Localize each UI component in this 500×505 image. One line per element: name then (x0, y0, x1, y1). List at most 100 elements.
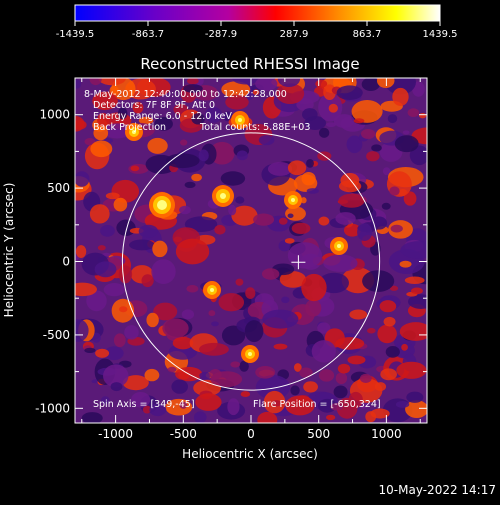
heatmap-blob (258, 135, 275, 146)
heatmap-blob (168, 343, 198, 360)
info-line-2: Detectors: 7F 8F 9F, Att 0 (93, 100, 215, 111)
heatmap-blob (284, 238, 295, 244)
heatmap-blob (175, 238, 210, 265)
heatmap-blob (228, 204, 237, 216)
heatmap-blob (221, 325, 246, 346)
heatmap-blob (231, 205, 258, 226)
flare-position-label: Flare Position = [-650,324] (253, 399, 381, 410)
heatmap-blob (191, 113, 205, 125)
heatmap-blob (411, 287, 423, 295)
heatmap-blob (131, 391, 151, 408)
heatmap-blob (154, 116, 173, 131)
heatmap-blob (84, 347, 96, 354)
heatmap-blob (94, 261, 117, 278)
heatmap-blob (122, 375, 149, 391)
heatmap-blob (407, 294, 427, 309)
x-tick-label: -500 (170, 427, 197, 441)
heatmap-blob (86, 290, 107, 312)
heatmap-blob (184, 181, 196, 189)
heatmap-blob (255, 366, 276, 379)
heatmap-blob (361, 78, 380, 92)
heatmap-blob (113, 197, 128, 212)
heatmap-blob (183, 84, 203, 93)
heatmap-blob (181, 309, 195, 320)
heatmap-blob (144, 368, 160, 382)
heatmap-blob (255, 375, 291, 400)
spin-axis-label: Spin Axis = [349,-45] (93, 399, 195, 410)
heatmap-blob (383, 316, 396, 327)
heatmap-blob (301, 273, 327, 302)
timestamp: 10-May-2022 14:17 (379, 483, 496, 497)
heatmap-blob (245, 287, 256, 300)
heatmap-blob (406, 391, 424, 403)
heatmap-blob (240, 391, 251, 398)
heatmap-blob (75, 319, 89, 342)
heatmap-blob (370, 216, 388, 230)
heatmap-blob (351, 100, 383, 123)
heatmap-blob (92, 332, 101, 343)
heatmap-blob (287, 160, 307, 176)
heatmap-blob (333, 385, 348, 399)
heatmap-blob (92, 91, 118, 111)
heatmap-blob (278, 217, 288, 225)
heatmap-blob (392, 87, 409, 107)
heatmap-blob (89, 78, 102, 86)
heatmap-blob (146, 312, 159, 328)
heatmap-blob (279, 271, 307, 288)
heatmap-blob (147, 137, 168, 154)
y-tick-label: 500 (47, 181, 70, 195)
heatmap-blob (186, 284, 199, 293)
solar-limb-circle (121, 132, 381, 391)
heatmap-blob (253, 213, 275, 226)
heatmap-blob (232, 78, 260, 85)
heatmap-blob (84, 138, 96, 146)
heatmap-blob (100, 396, 110, 405)
heatmap-blob (271, 400, 282, 407)
colorbar (74, 4, 441, 22)
heatmap-blob (328, 103, 338, 113)
heatmap-blob (267, 161, 293, 176)
heatmap-blob (335, 372, 348, 385)
heatmap-blob (257, 411, 278, 423)
colorbar-tick-label: 287.9 (280, 29, 309, 40)
heatmap-blob (366, 151, 380, 162)
heatmap-blob (370, 408, 390, 419)
heatmap-blob (325, 122, 337, 128)
hotspot-core (210, 288, 214, 292)
heatmap-blob (116, 219, 136, 237)
heatmap-blob (149, 403, 167, 417)
heatmap-blob (227, 398, 240, 416)
heatmap-blob (165, 153, 200, 169)
hotspot-core (248, 352, 252, 356)
colorbar-tick-label: 1439.5 (423, 29, 458, 40)
y-axis-label: Heliocentric Y (arcsec) (2, 183, 16, 318)
heatmap-blob (172, 336, 194, 350)
heatmap-blob (293, 363, 302, 372)
heatmap-blob (285, 395, 315, 416)
heatmap-blob (124, 325, 139, 340)
heatmap-blob (97, 112, 110, 127)
hotspot-core (132, 130, 136, 134)
heatmap-blob (75, 171, 90, 187)
heatmap-blob (111, 179, 140, 203)
heatmap-blob (400, 241, 427, 259)
axes-ticks: -1000 -500 0 500 1000 -1000 -500 0 500 1000 (35, 77, 427, 441)
colorbar-tick-label: 863.7 (353, 29, 382, 40)
info-line-5: Total counts: 5.88E+03 (199, 122, 310, 133)
y-tick-label: 0 (62, 255, 70, 269)
heatmap-blob (387, 114, 398, 124)
heatmap-blob (187, 78, 199, 85)
heatmap-blob (100, 225, 115, 237)
heatmap-blob (141, 274, 154, 288)
heatmap-blob (273, 343, 288, 350)
heatmap-blob (152, 240, 168, 258)
heatmap-blob (103, 123, 131, 139)
heatmap-blob (209, 141, 235, 165)
heatmap-blob (404, 276, 425, 284)
heatmap-blob (171, 379, 188, 394)
heatmap-blob (130, 165, 140, 172)
heatmap-blob (180, 139, 188, 146)
x-tick-label: 0 (247, 427, 255, 441)
heatmap-blob (381, 202, 391, 210)
heatmap-blob (336, 85, 363, 100)
